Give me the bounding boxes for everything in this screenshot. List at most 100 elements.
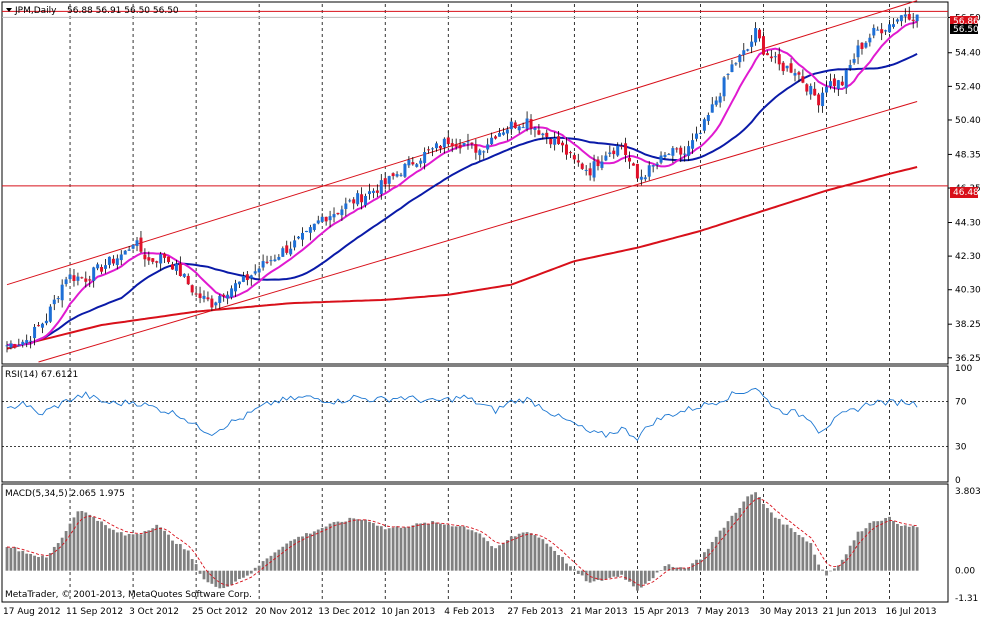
current-price-badge: [950, 16, 978, 26]
candle-down: [557, 136, 561, 145]
trend-channel-line: [38, 101, 918, 363]
macd-histogram-bar: [636, 570, 639, 591]
candle-down: [245, 274, 249, 281]
macd-histogram-bar: [494, 548, 497, 571]
rsi-tick-label: 30: [955, 442, 967, 452]
rsi-panel: [1, 365, 949, 483]
candle-up: [698, 132, 702, 134]
macd-histogram-bar: [72, 517, 76, 571]
macd-histogram-bar: [896, 523, 899, 571]
chart-title: JPM,Daily: [14, 6, 57, 16]
candle-down: [167, 256, 171, 263]
macd-histogram-bar: [253, 567, 257, 571]
macd-histogram-bar: [368, 521, 371, 571]
candle-up: [202, 295, 206, 299]
macd-histogram-bar: [92, 517, 96, 571]
macd-histogram-bar: [750, 494, 754, 571]
macd-panel: [1, 483, 949, 603]
x-tick-label: 13 Dec 2012: [318, 607, 376, 617]
macd-histogram-bar: [580, 570, 584, 576]
candle-up: [293, 240, 297, 248]
macd-histogram-bar: [399, 527, 403, 571]
macd-histogram-bar: [797, 534, 801, 571]
candle-down: [222, 294, 226, 297]
price-tick-label: 38.25: [955, 320, 981, 330]
candle-up: [462, 143, 466, 146]
macd-histogram-bar: [710, 542, 714, 571]
candle-up: [738, 54, 742, 63]
macd-histogram-bar: [498, 545, 501, 571]
candle-down: [454, 144, 458, 147]
price-tick-label: 52.40: [955, 82, 981, 92]
macd-histogram-bar: [415, 523, 419, 571]
macd-histogram-bar: [364, 519, 367, 571]
candle-down: [411, 162, 415, 165]
macd-histogram-bar: [238, 570, 241, 580]
candle-up: [249, 275, 253, 279]
candle-down: [147, 257, 151, 261]
candle-down: [336, 212, 340, 215]
macd-histogram-bar: [569, 566, 572, 571]
moving-average-mid: [6, 53, 918, 347]
candle-down: [474, 144, 478, 153]
macd-histogram-bar: [505, 540, 509, 571]
macd-histogram-bar: [833, 568, 836, 571]
macd-histogram-bar: [663, 566, 667, 571]
candle-down: [635, 163, 639, 179]
candle-up: [584, 169, 588, 171]
ohlc-readout: 56.88 56.91 56.50 56.50: [67, 6, 179, 16]
candle-down: [572, 155, 576, 160]
macd-histogram-bar: [655, 570, 659, 573]
macd-histogram-bar: [194, 564, 198, 571]
macd-histogram-bar: [596, 570, 600, 580]
macd-histogram-bar: [773, 517, 777, 571]
macd-histogram-bar: [742, 501, 746, 571]
macd-histogram-bar: [84, 512, 88, 571]
rsi-label: RSI(14) 67.6121: [5, 370, 78, 380]
macd-histogram-bar: [620, 570, 624, 575]
x-tick-label: 30 May 2013: [759, 607, 818, 617]
candle-down: [860, 42, 864, 49]
macd-histogram-bar: [76, 511, 80, 571]
candle-down: [564, 144, 568, 155]
candle-up: [884, 30, 888, 32]
candle-up: [742, 50, 746, 55]
candle-down: [194, 293, 198, 295]
candle-up: [277, 256, 281, 260]
macd-histogram-bar: [844, 554, 848, 571]
candle-up: [119, 254, 123, 261]
macd-histogram-bar: [616, 570, 620, 577]
candle-up: [876, 29, 880, 31]
macd-histogram-bar: [442, 524, 446, 571]
macd-histogram-bar: [466, 529, 470, 571]
macd-histogram-bar: [679, 567, 683, 571]
macd-histogram-bar: [730, 515, 734, 571]
macd-histogram-bar: [56, 543, 60, 571]
candle-up: [159, 254, 163, 264]
candle-down: [513, 122, 517, 129]
candle-up: [226, 294, 230, 299]
macd-histogram-bar: [178, 544, 182, 571]
macd-histogram-bar: [344, 521, 348, 571]
candle-up: [825, 86, 829, 93]
macd-histogram-bar: [387, 528, 391, 571]
macd-histogram-bar: [190, 559, 194, 571]
moving-average-slow: [6, 166, 918, 350]
candle-up: [367, 191, 371, 195]
candle-up: [60, 284, 64, 301]
macd-histogram-bar: [423, 522, 427, 571]
grid-lines: [69, 4, 890, 601]
menu-triangle-icon[interactable]: [6, 8, 12, 12]
x-tick-label: 7 May 2013: [696, 607, 749, 617]
candle-up: [29, 340, 33, 342]
candle-down: [427, 149, 431, 151]
candle-up: [289, 248, 293, 255]
candle-up: [348, 200, 352, 202]
price-tick-label: 36.25: [955, 354, 981, 364]
candle-up: [316, 220, 320, 224]
candle-up: [659, 155, 663, 163]
macd-histogram-bar: [793, 532, 797, 571]
candle-up: [48, 306, 52, 322]
candle-up: [17, 345, 21, 347]
macd-histogram-bar: [60, 537, 64, 571]
